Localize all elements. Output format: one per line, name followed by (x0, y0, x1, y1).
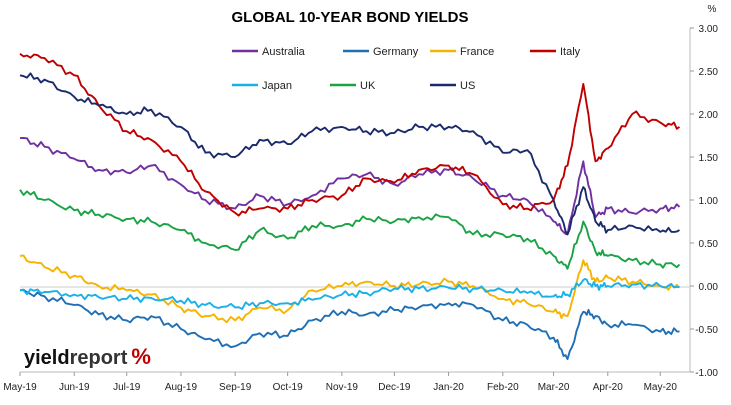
x-tick-label: Aug-19 (165, 382, 198, 393)
x-tick-label: Oct-19 (273, 382, 303, 393)
y-axis-unit: % (708, 4, 717, 15)
x-tick-label: May-20 (644, 382, 678, 393)
y-tick-label: 1.50 (699, 153, 719, 164)
y-tick-label: 0.50 (699, 239, 719, 250)
logo-report-text: report (70, 347, 128, 369)
x-tick-label: Dec-19 (378, 382, 411, 393)
series-line-italy (19, 53, 681, 217)
series-line-france (19, 254, 681, 324)
x-tick-label: Jul-19 (113, 382, 141, 393)
legend: Australia Germany France Italy Japan UK US (232, 46, 581, 92)
y-tick-label: -0.50 (695, 325, 718, 336)
svg-text:yieldreport%: yieldreport% (24, 344, 151, 369)
legend-label-australia: Australia (262, 46, 306, 58)
x-tick-label: Apr-20 (593, 382, 623, 393)
y-tick-label: 2.50 (699, 67, 719, 78)
series-line-australia (19, 137, 681, 236)
x-tick-label: Jun-19 (59, 382, 90, 393)
series-line-uk (19, 189, 681, 270)
legend-label-italy: Italy (560, 46, 581, 58)
x-tick-label: Sep-19 (219, 382, 252, 393)
yieldreport-logo: yieldreport% (24, 344, 151, 369)
series-line-germany (19, 288, 680, 361)
series-line-us (19, 72, 680, 236)
logo-yield-text: yield (24, 347, 70, 369)
y-tick-label: 1.00 (699, 196, 719, 207)
x-tick-label: Feb-20 (487, 382, 519, 393)
chart-title: GLOBAL 10-YEAR BOND YIELDS (232, 9, 469, 26)
logo-percent-icon: % (131, 344, 151, 369)
series-lines (19, 53, 681, 361)
y-tick-labels: 3.00 2.50 2.00 1.50 1.00 0.50 0.00 -0.50 -1.00 (690, 24, 718, 379)
x-tick-label: Nov-19 (326, 382, 359, 393)
legend-label-germany: Germany (373, 46, 419, 58)
x-tick-label: Mar-20 (538, 382, 570, 393)
legend-label-japan: Japan (262, 80, 292, 92)
legend-label-us: US (460, 80, 475, 92)
y-tick-label: -1.00 (695, 368, 718, 379)
y-tick-label: 2.00 (699, 110, 719, 121)
legend-label-uk: UK (360, 80, 376, 92)
series-line-japan (19, 278, 680, 310)
x-tick-label: May-19 (3, 382, 37, 393)
legend-label-france: France (460, 46, 494, 58)
x-tick-labels: May-19 Jun-19 Jul-19 Aug-19 Sep-19 Oct-19 Nov-… (3, 372, 677, 393)
x-tick-label: Jan-20 (433, 382, 464, 393)
y-tick-label: 3.00 (699, 24, 719, 35)
y-tick-label: 0.00 (699, 282, 719, 293)
